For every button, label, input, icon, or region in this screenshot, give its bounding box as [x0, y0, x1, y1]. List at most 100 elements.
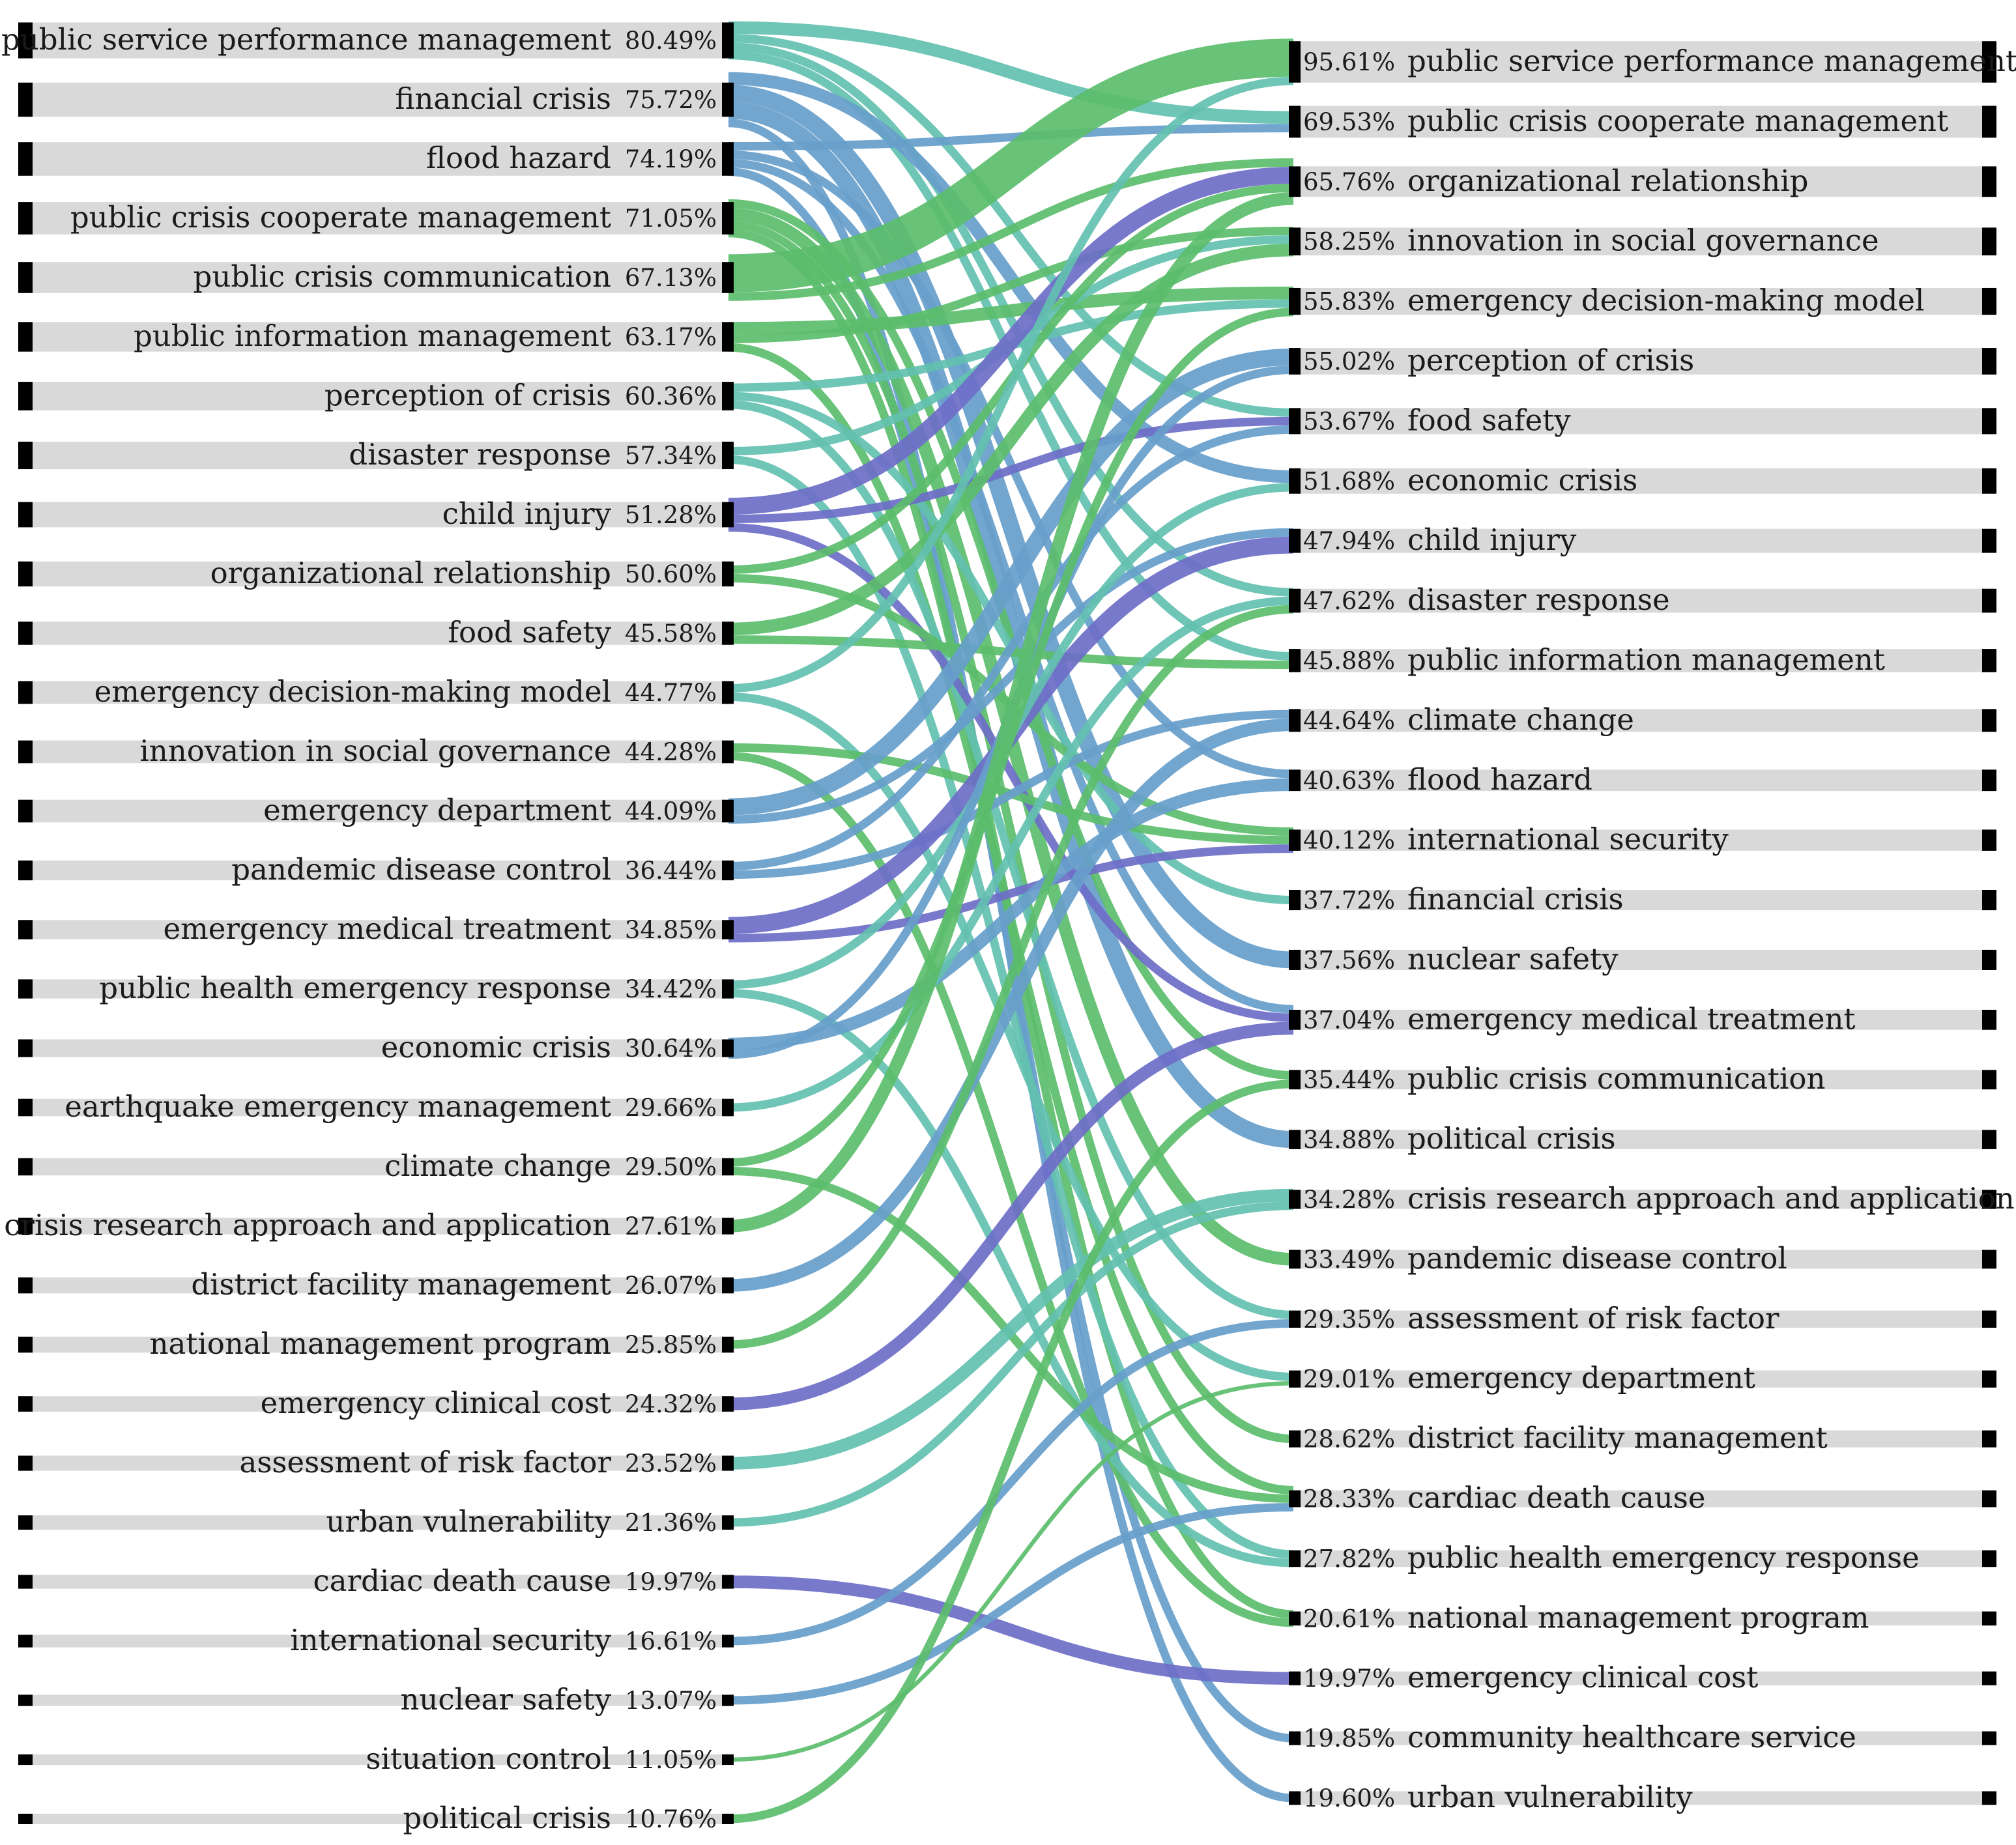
right-node-bar [1289, 949, 1301, 970]
left-node-label: public information management [134, 319, 611, 353]
left-outer-bar [18, 1396, 33, 1412]
left-outer-bar [18, 622, 33, 645]
left-node-percent: 45.58% [625, 620, 717, 648]
flow-link-emergency-decision-making-model-to-public-service-performance-management [728, 76, 1294, 693]
right-node-label: climate change [1407, 702, 1634, 737]
flow-link-emergency-department-to-child-injury [728, 528, 1294, 824]
left-node-percent: 13.07% [625, 1687, 717, 1715]
right-row-band [1298, 1490, 1994, 1508]
left-node-percent: 24.32% [625, 1390, 717, 1418]
left-node-bar [722, 1635, 734, 1648]
right-node-percent: 33.49% [1303, 1246, 1395, 1274]
right-row-band [1298, 1370, 1994, 1388]
right-node-bar [1289, 709, 1301, 732]
left-row-band [18, 1039, 725, 1057]
left-node-percent: 44.28% [625, 738, 717, 766]
right-node-label: organizational relationship [1407, 164, 1808, 198]
right-node-percent: 40.12% [1303, 827, 1395, 855]
left-row-band [18, 1515, 725, 1530]
right-node-label: pandemic disease control [1407, 1241, 1787, 1276]
left-node-bar [722, 1695, 734, 1706]
right-node-bar [1289, 1310, 1301, 1328]
right-node-bar [1289, 348, 1301, 375]
right-node-bar [1289, 1611, 1301, 1626]
flow-link-public-crisis-cooperate-management-to-district-facility-management [728, 220, 1294, 1444]
right-row-band [1298, 468, 1994, 494]
right-node-percent: 27.82% [1303, 1545, 1395, 1573]
left-row-band [18, 1098, 725, 1117]
right-row-band [1298, 1611, 1994, 1626]
row-bands [18, 22, 1994, 1825]
right-row-band [1298, 1250, 1994, 1269]
left-node-bar [722, 1336, 734, 1353]
left-node-label: political crisis [403, 1801, 611, 1835]
flow-link-earthquake-emergency-management-to-disaster-response [728, 596, 1294, 1112]
right-outer-bar [1982, 889, 1996, 911]
left-node-label: perception of crisis [324, 378, 611, 412]
left-outer-bar [18, 1218, 33, 1235]
flow-link-situation-control-to-emergency-department [728, 1380, 1294, 1762]
left-node-percent: 23.52% [625, 1450, 717, 1478]
right-node-percent: 55.02% [1303, 347, 1395, 375]
right-outer-bar [1982, 1731, 1996, 1745]
right-node-label: innovation in social governance [1407, 223, 1879, 258]
flow-link-innovation-in-social-governance-to-national-management-program [728, 752, 1294, 1627]
left-outer-bar [18, 920, 33, 939]
left-outer-bar [18, 681, 33, 704]
right-row-band [1298, 1190, 1994, 1209]
left-node-label: emergency department [263, 793, 611, 827]
flow-link-international-security-to-assessment-of-risk-factor [728, 1319, 1294, 1646]
left-outer-bar [18, 1098, 33, 1117]
right-node-percent: 58.25% [1303, 228, 1395, 256]
left-row-band [18, 22, 725, 59]
right-node-label: crisis research approach and application [1407, 1181, 2015, 1216]
right-node-label: cardiac death cause [1407, 1481, 1705, 1515]
right-node-percent: 65.76% [1303, 168, 1395, 196]
right-node-label: community healthcare service [1407, 1720, 1856, 1754]
right-node-bar [1289, 1070, 1301, 1090]
left-outer-bar [18, 382, 33, 410]
right-node-label: public crisis cooperate management [1407, 104, 1948, 138]
right-row-band [1298, 649, 1994, 672]
left-node-bar [722, 1098, 734, 1117]
right-node-label: public crisis communication [1407, 1061, 1825, 1096]
right-node-percent: 45.88% [1303, 647, 1395, 675]
right-node-bar [1289, 41, 1301, 83]
right-outer-bar [1982, 1310, 1996, 1328]
left-outer-bar [18, 1455, 33, 1471]
right-node-percent: 40.63% [1303, 767, 1395, 795]
left-outer-bar [18, 860, 33, 881]
left-row-band [18, 979, 725, 999]
right-node-bar [1289, 166, 1301, 197]
left-outer-bar [18, 1635, 33, 1648]
right-node-label: emergency decision-making model [1407, 283, 1924, 318]
right-row-band [1298, 227, 1994, 255]
right-row-band [1298, 1070, 1994, 1090]
left-node-label: economic crisis [381, 1030, 611, 1065]
left-node-label: flood hazard [426, 141, 611, 175]
left-outer-bar [18, 1039, 33, 1057]
left-node-label: crisis research approach and application [4, 1208, 611, 1242]
right-node-bar [1289, 1009, 1301, 1030]
left-node-bar [722, 22, 734, 59]
left-row-band [18, 920, 725, 939]
left-node-label: organizational relationship [210, 556, 611, 590]
right-node-label: child injury [1407, 522, 1577, 557]
right-node-label: flood hazard [1407, 762, 1592, 797]
left-row-band [18, 1455, 725, 1471]
right-node-percent: 69.53% [1303, 108, 1395, 136]
left-row-band [18, 82, 725, 117]
right-row-band [1298, 1430, 1994, 1448]
left-node-label: international security [290, 1623, 611, 1657]
right-row-band [1298, 1310, 1994, 1328]
left-node-bar [722, 1515, 734, 1530]
left-node-bar [722, 920, 734, 939]
right-node-percent: 44.64% [1303, 707, 1395, 735]
left-outer-bar [18, 1754, 33, 1766]
left-node-bar [722, 622, 734, 645]
left-node-percent: 26.07% [625, 1272, 717, 1300]
right-node-bar [1289, 1671, 1301, 1685]
flow-link-child-injury-to-food-safety [728, 416, 1294, 523]
